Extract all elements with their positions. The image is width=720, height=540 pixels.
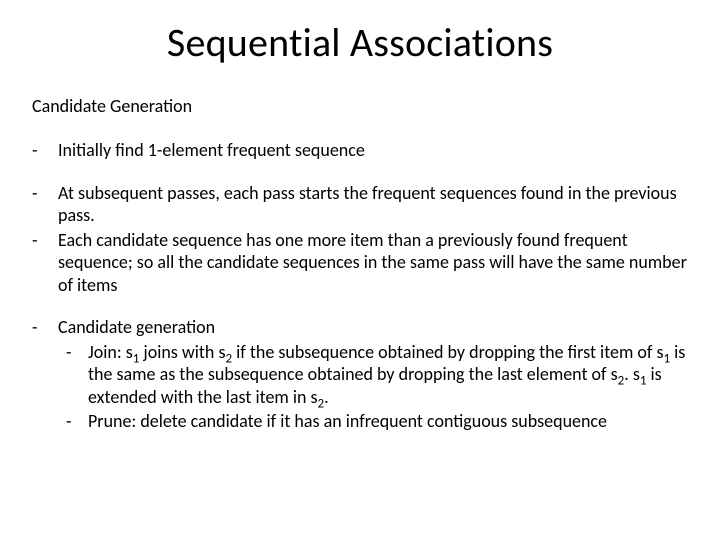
- bullet-text: Each candidate sequence has one more ite…: [58, 229, 696, 297]
- sub-bullet-block: - Join: s1 joins with s2 if the subseque…: [32, 341, 696, 433]
- sub-bullet-item: - Prune: delete candidate if it has an i…: [32, 410, 696, 433]
- bullet-dash-icon: -: [66, 341, 88, 364]
- subheading: Candidate Generation: [24, 95, 696, 117]
- bullet-text: Initially find 1-element frequent sequen…: [58, 139, 696, 162]
- bullet-dash-icon: -: [32, 139, 58, 162]
- bullet-text: Candidate generation: [58, 316, 696, 339]
- text-fragment: if the subsequence obtained by dropping …: [232, 341, 663, 363]
- bullet-dash-icon: -: [32, 316, 58, 339]
- bullet-block-3: - Candidate generation - Join: s1 joins …: [24, 316, 696, 433]
- bullet-block-2: - At subsequent passes, each pass starts…: [24, 182, 696, 297]
- bullet-dash-icon: -: [32, 229, 58, 252]
- sub-bullet-text-join: Join: s1 joins with s2 if the subsequenc…: [88, 341, 696, 409]
- sub-bullet-item: - Join: s1 joins with s2 if the subseque…: [32, 341, 696, 409]
- text-fragment: Join: s: [88, 341, 133, 363]
- bullet-item: - Each candidate sequence has one more i…: [32, 229, 696, 297]
- bullet-item: - Candidate generation: [32, 316, 696, 339]
- bullet-dash-icon: -: [32, 182, 58, 205]
- text-fragment: joins with s: [139, 341, 225, 363]
- bullet-item: - At subsequent passes, each pass starts…: [32, 182, 696, 227]
- text-fragment: . s: [624, 363, 640, 385]
- slide: Sequential Associations Candidate Genera…: [0, 0, 720, 540]
- slide-title: Sequential Associations: [24, 18, 696, 67]
- sub-bullet-text-prune: Prune: delete candidate if it has an inf…: [88, 410, 696, 433]
- text-fragment: .: [324, 386, 329, 408]
- bullet-dash-icon: -: [66, 410, 88, 433]
- bullet-item: - Initially find 1-element frequent sequ…: [32, 139, 696, 162]
- bullet-text: At subsequent passes, each pass starts t…: [58, 182, 696, 227]
- bullet-block-1: - Initially find 1-element frequent sequ…: [24, 139, 696, 162]
